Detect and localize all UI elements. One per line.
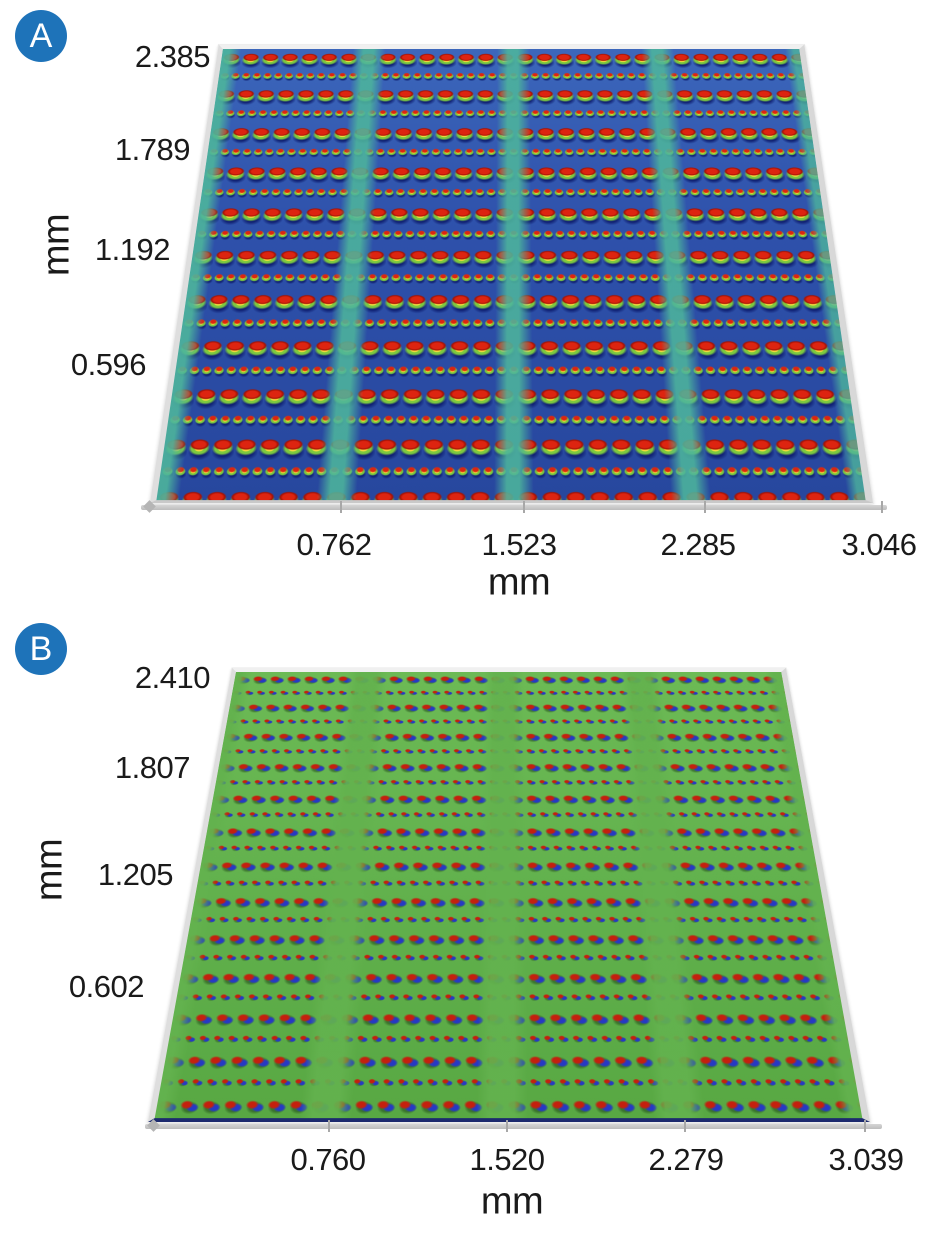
panel-b-y-tick-label: 1.807 — [114, 750, 191, 785]
panel-b-y-tick-label: 1.205 — [97, 857, 174, 892]
axis-tick-mark — [704, 501, 706, 513]
panel-a-x-axis-title: mm — [487, 561, 551, 604]
panel-b-x-axis-title: mm — [480, 1180, 544, 1223]
panel-a-y-tick-label: 1.192 — [94, 232, 171, 267]
panel-b-x-tick-label: 1.520 — [469, 1142, 545, 1177]
panel-b-x-tick-label: 2.279 — [648, 1142, 724, 1177]
panel-b-surface-plot — [148, 667, 870, 1122]
panel-a-y-tick-label: 0.596 — [70, 347, 147, 382]
panel-b-badge-letter: B — [29, 629, 53, 668]
axis-tick-mark — [684, 1120, 686, 1132]
panel-a-y-tick-label: 1.789 — [114, 132, 191, 167]
panel-b-y-axis-title: mm — [28, 838, 71, 902]
panel-a-badge: A — [15, 10, 67, 62]
panel-b-y-tick-label: 0.602 — [68, 969, 145, 1004]
panel-a-y-tick-label: 2.385 — [134, 39, 211, 74]
panel-b-y-tick-label: 2.410 — [134, 660, 211, 695]
panel-a-x-tick-label: 3.046 — [841, 527, 917, 562]
panel-b-x-axis-ruler — [145, 1119, 882, 1132]
panel-b-x-tick-label: 0.760 — [290, 1142, 366, 1177]
panel-a-x-axis-ruler — [141, 500, 887, 513]
axis-tick-mark — [340, 501, 342, 513]
axis-tick-mark — [506, 1120, 508, 1132]
panel-a-badge-letter: A — [29, 16, 53, 55]
panel-a-x-tick-label: 2.285 — [660, 527, 736, 562]
panel-b-badge: B — [15, 623, 67, 675]
panel-b-x-tick-label: 3.039 — [828, 1142, 904, 1177]
axis-tick-mark — [881, 501, 883, 513]
axis-tick-mark — [328, 1120, 330, 1132]
panel-a-x-tick-label: 0.762 — [296, 527, 372, 562]
panel-a-x-tick-label: 1.523 — [481, 527, 557, 562]
axis-tick-mark — [864, 1120, 866, 1132]
axis-tick-mark — [523, 501, 525, 513]
